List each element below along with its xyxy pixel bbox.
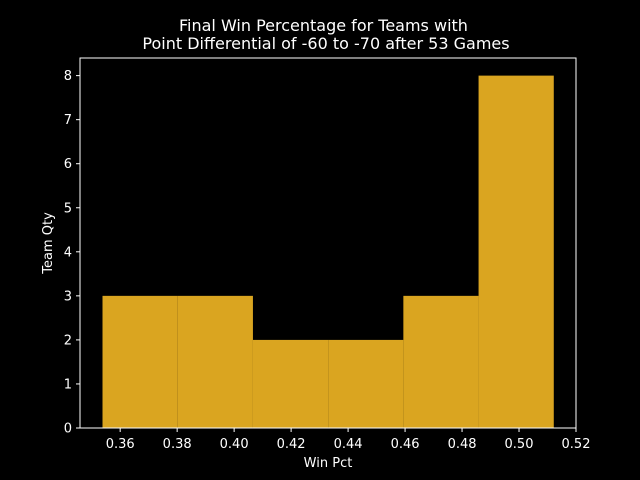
y-tick-label: 3 bbox=[64, 289, 72, 304]
x-tick-label: 0.40 bbox=[220, 437, 249, 452]
histogram-bar-3 bbox=[252, 339, 329, 428]
histogram-bar-4 bbox=[328, 339, 404, 428]
y-tick-label: 7 bbox=[64, 113, 72, 128]
histogram-bar-1 bbox=[102, 295, 178, 428]
chart-title: Final Win Percentage for Teams with Poin… bbox=[142, 16, 509, 53]
y-axis-ticks: 0 1 2 3 4 5 6 7 8 bbox=[64, 69, 80, 437]
histogram-bar-2 bbox=[177, 295, 253, 428]
y-tick-label: 5 bbox=[64, 201, 72, 216]
x-tick-label: 0.36 bbox=[106, 437, 135, 452]
x-tick-label: 0.50 bbox=[505, 437, 534, 452]
x-axis-label: Win Pct bbox=[304, 456, 353, 471]
x-axis-ticks: 0.36 0.38 0.40 0.42 0.44 0.46 0.48 0.50 0.52 bbox=[106, 428, 591, 452]
x-tick-label: 0.48 bbox=[448, 437, 477, 452]
y-tick-label: 0 bbox=[64, 422, 72, 437]
histogram-bars bbox=[102, 75, 554, 428]
x-tick-label: 0.38 bbox=[163, 437, 192, 452]
plot-area-frame bbox=[79, 57, 577, 429]
y-tick-label: 8 bbox=[64, 69, 72, 84]
x-tick-label: 0.46 bbox=[391, 437, 420, 452]
y-tick-label: 2 bbox=[64, 333, 72, 348]
y-tick-label: 4 bbox=[64, 245, 72, 260]
y-axis-label: Team Qty bbox=[41, 212, 56, 275]
y-tick-label: 6 bbox=[64, 157, 72, 172]
chart-title-line-1: Final Win Percentage for Teams with bbox=[179, 16, 468, 35]
chart-title-line-2: Point Differential of -60 to -70 after 5… bbox=[142, 34, 509, 53]
x-tick-label: 0.44 bbox=[334, 437, 363, 452]
y-tick-label: 1 bbox=[64, 377, 72, 392]
x-tick-label: 0.52 bbox=[562, 437, 591, 452]
histogram-bar-5 bbox=[403, 295, 479, 428]
histogram-bar-6 bbox=[478, 75, 554, 428]
x-tick-label: 0.42 bbox=[277, 437, 306, 452]
